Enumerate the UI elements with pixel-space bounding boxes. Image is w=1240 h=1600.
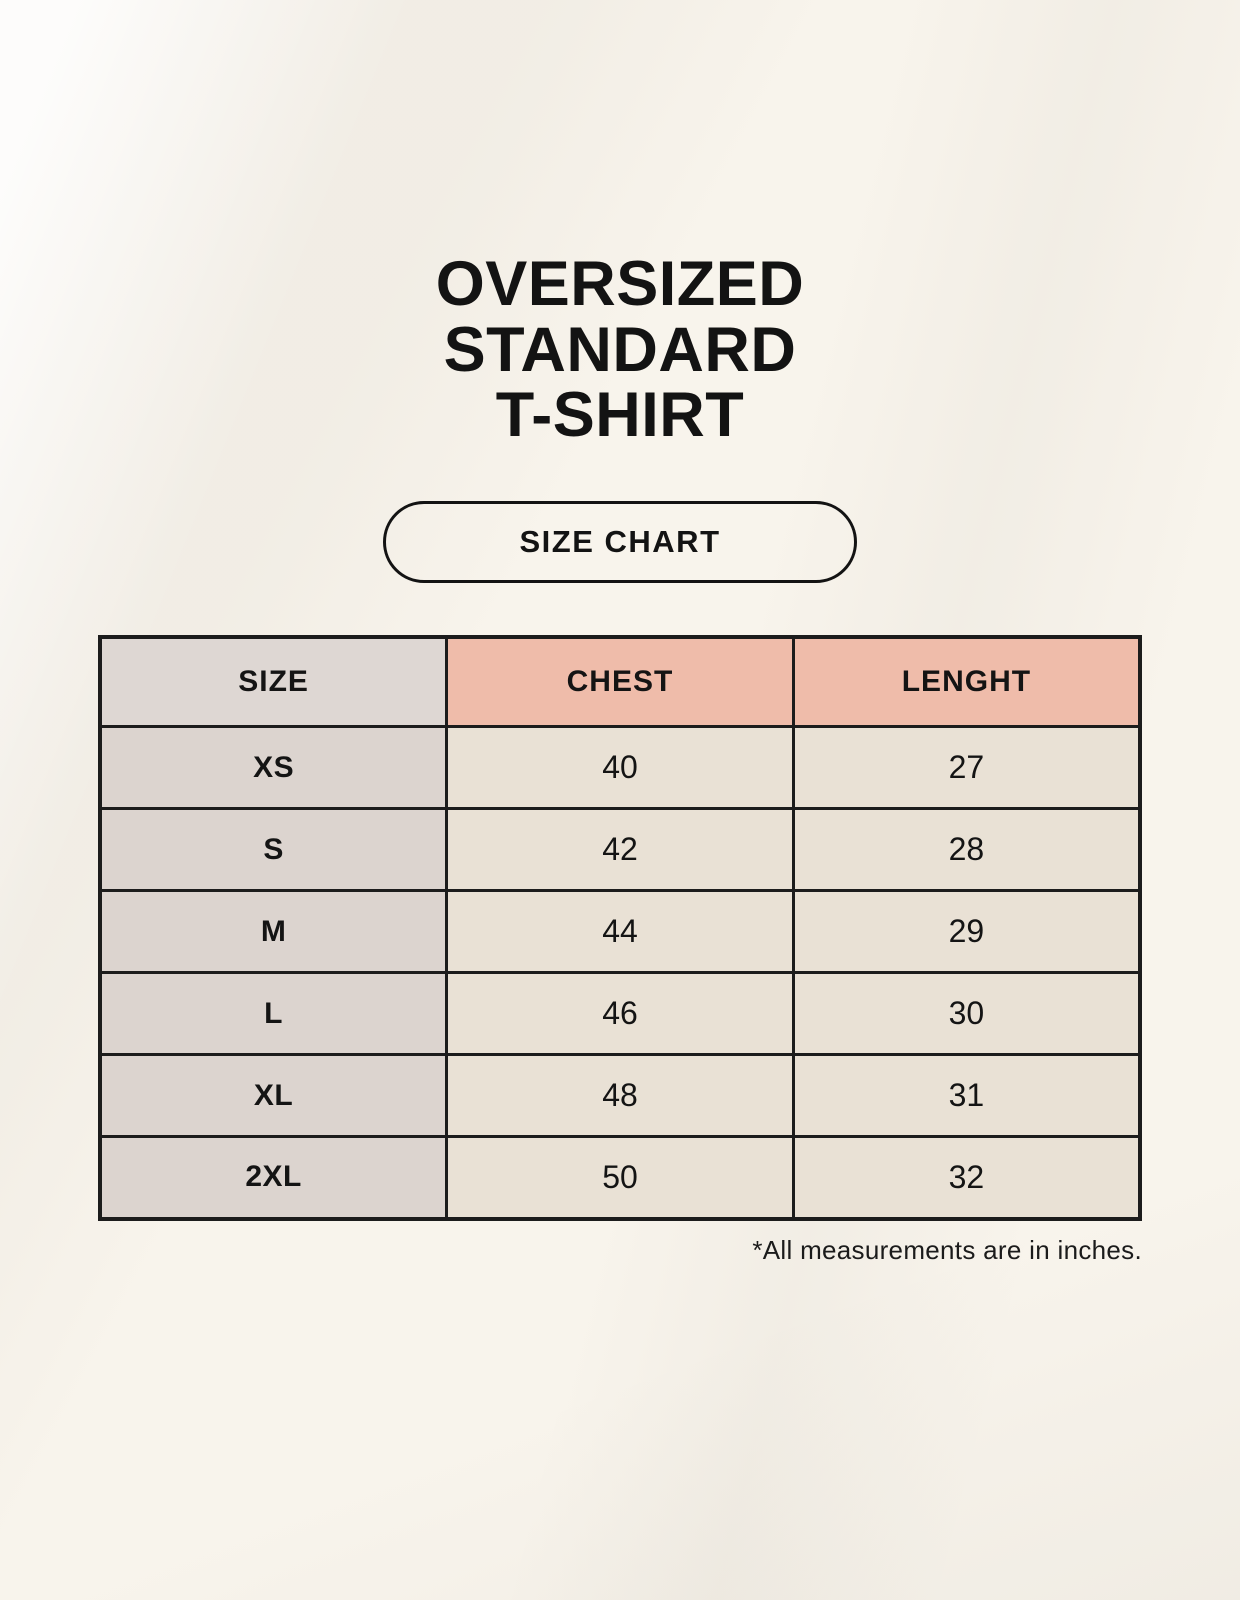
measurements-footnote: *All measurements are in inches.: [752, 1234, 1142, 1265]
product-title-line-1: OVERSIZED: [435, 249, 805, 319]
product-title: OVERSIZED STANDARD T-SHIRT: [0, 0, 1240, 449]
table-row-l: L 46 30: [98, 971, 1142, 1057]
length-value: 28: [791, 807, 1142, 893]
size-label: XL: [98, 1053, 449, 1139]
chest-value: 44: [445, 889, 795, 975]
size-chart-badge-label: SIZE CHART: [519, 523, 721, 559]
chest-value: 42: [445, 807, 795, 893]
table-row-xs: XS 40 27: [98, 725, 1142, 811]
length-value: 30: [791, 971, 1142, 1057]
table-row-s: S 42 28: [98, 807, 1142, 893]
size-label: S: [98, 807, 449, 893]
product-title-line-3: T-SHIRT: [495, 380, 745, 451]
size-label: M: [98, 889, 449, 975]
length-value: 29: [791, 889, 1142, 975]
size-chart-table: SIZE CHEST LENGHT XS 40 27 S 42 28 M: [98, 634, 1142, 1221]
chest-value: 50: [445, 1135, 795, 1221]
length-value: 27: [791, 725, 1142, 811]
product-title-line-2: STANDARD: [443, 314, 797, 385]
table-row-2xl: 2XL 50 32: [98, 1135, 1142, 1221]
chest-value: 48: [445, 1053, 795, 1139]
table-row-m: M 44 29: [98, 889, 1142, 975]
size-label: L: [98, 971, 449, 1057]
chest-value: 40: [445, 725, 795, 811]
length-value: 32: [791, 1135, 1142, 1221]
size-label: 2XL: [98, 1135, 449, 1221]
table-row-xl: XL 48 31: [98, 1053, 1142, 1139]
header-length: LENGHT: [791, 635, 1142, 729]
size-chart-badge: SIZE CHART: [383, 500, 857, 583]
chest-value: 46: [445, 971, 795, 1057]
table-header-row: SIZE CHEST LENGHT: [98, 635, 1142, 729]
length-value: 31: [791, 1053, 1142, 1139]
header-chest: CHEST: [445, 635, 795, 729]
header-size: SIZE: [98, 635, 449, 729]
size-label: XS: [98, 725, 449, 811]
